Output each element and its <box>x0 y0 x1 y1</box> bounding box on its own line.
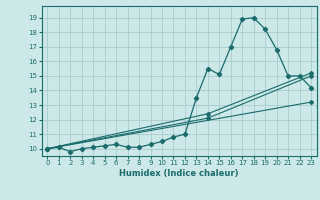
X-axis label: Humidex (Indice chaleur): Humidex (Indice chaleur) <box>119 169 239 178</box>
